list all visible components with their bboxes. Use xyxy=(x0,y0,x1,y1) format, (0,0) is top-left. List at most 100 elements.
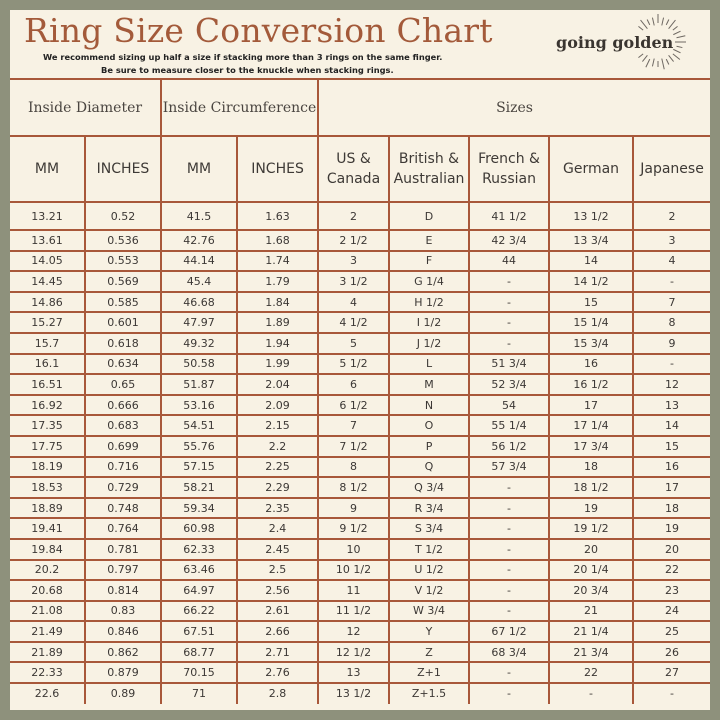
column-header: MM xyxy=(10,135,86,203)
table-cell: 16.51 xyxy=(10,373,86,396)
table-row: 18.19 0.716 57.15 2.25 8 Q 57 3/4 18 16 xyxy=(10,455,711,479)
table-row: 22.6 0.89 71 2.8 13 1/2 Z+1.5- - - xyxy=(10,682,711,704)
table-cell: 12 1/2 xyxy=(317,640,391,664)
table-cell: 0.846 xyxy=(84,620,162,643)
table-cell: 17 1/4 xyxy=(548,414,635,437)
column-header-label: US & xyxy=(336,151,371,167)
table-cell: 17.35 xyxy=(10,414,86,437)
group-header: Inside Diameter xyxy=(10,78,162,137)
table-row: 21.49 0.846 67.51 2.66 12 Y 67 1/2 21 1/4 25 xyxy=(10,620,711,643)
table-cell: 55 1/4 xyxy=(468,414,551,437)
table-cell: 7 xyxy=(632,290,711,314)
table-cell: 2.4 xyxy=(235,517,320,540)
table-cell: 0.666 xyxy=(84,393,162,417)
table-cell: 21 xyxy=(548,599,635,623)
table-cell: 15.27 xyxy=(10,311,86,334)
table-cell: 12 xyxy=(632,373,711,396)
table-cell: 20 xyxy=(548,537,635,561)
table-cell: 41 1/2 xyxy=(468,201,551,231)
column-header-label: MM xyxy=(186,161,212,177)
table-cell: 41.5 xyxy=(160,201,238,231)
table-cell: 24 xyxy=(632,599,711,623)
table-cell: - xyxy=(468,517,551,540)
table-cell: 16.92 xyxy=(10,393,86,417)
table-cell: 20 1/4 xyxy=(548,558,635,582)
table-row: 21.89 0.862 68.77 2.71 12 1/2 Z 68 3/4 21 3/4 26 xyxy=(10,640,711,664)
table-cell: 16 xyxy=(632,455,711,479)
table-cell: 19.41 xyxy=(10,517,86,540)
brand-logo-text: going golden xyxy=(556,33,674,52)
table-cell: 19 xyxy=(632,517,711,540)
column-header: German xyxy=(548,135,635,203)
table-cell: 18 1/2 xyxy=(548,476,635,499)
table-cell: 45.4 xyxy=(160,270,238,293)
table-cell: 0.716 xyxy=(84,455,162,479)
table-row: 16.1 0.634 50.58 1.99 5 1/2 L 51 3/4 16- xyxy=(10,352,711,376)
table-cell: 2.45 xyxy=(235,537,320,561)
table-cell: - xyxy=(468,311,551,334)
group-header: Inside Circumference xyxy=(159,78,320,137)
table-cell: 54.51 xyxy=(160,414,238,437)
table-row: 14.05 0.553 44.14 1.74 3 F 44 14 4 xyxy=(10,249,711,273)
table-cell: 2.04 xyxy=(235,373,320,396)
table-cell: 2.71 xyxy=(235,640,320,664)
table-cell: 57.15 xyxy=(160,455,238,479)
table-cell: J 1/2 xyxy=(388,331,471,355)
table-cell: 21.89 xyxy=(10,640,86,664)
table-cell: 12 xyxy=(317,620,391,643)
table-cell: 67.51 xyxy=(160,620,238,643)
table-cell: 47.97 xyxy=(160,311,238,334)
ring-size-table: Inside Diameter Inside Circumference Sizes… xyxy=(10,78,711,704)
table-cell: 55.76 xyxy=(160,434,238,458)
table-row: 20.68 0.814 64.97 2.56 11 V 1/2-20 3/4 23 xyxy=(10,579,711,602)
table-cell: - xyxy=(468,599,551,623)
table-cell: 9 xyxy=(632,331,711,355)
table-cell: 44 xyxy=(468,249,551,273)
table-cell: 2.56 xyxy=(235,579,320,602)
table-cell: 56 1/2 xyxy=(468,434,551,458)
column-header-label: Japanese xyxy=(640,161,704,177)
table-cell: 49.32 xyxy=(160,331,238,355)
table-cell: 3 1/2 xyxy=(317,270,391,293)
group-header: Sizes xyxy=(317,78,711,137)
table-cell: 6 xyxy=(317,373,391,396)
table-cell: 18.19 xyxy=(10,455,86,479)
table-cell: 3 xyxy=(317,249,391,273)
table-cell: 1.94 xyxy=(235,331,320,355)
table-cell: 54 xyxy=(468,393,551,417)
table-cell: 2.29 xyxy=(235,476,320,499)
table-cell: 2.5 xyxy=(235,558,320,582)
table-cell: - xyxy=(468,496,551,520)
table-cell: 67 1/2 xyxy=(468,620,551,643)
table-cell: Q 3/4 xyxy=(388,476,471,499)
table-cell: 0.536 xyxy=(84,229,162,252)
table-cell: 23 xyxy=(632,579,711,602)
table-cell: 4 1/2 xyxy=(317,311,391,334)
table-cell: - xyxy=(632,352,711,376)
table-cell: 20 3/4 xyxy=(548,579,635,602)
table-row: 16.92 0.666 53.16 2.09 6 1/2 N 54 17 13 xyxy=(10,393,711,417)
table-cell: 0.65 xyxy=(84,373,162,396)
table-cell: 13.21 xyxy=(10,201,86,231)
table-cell: - xyxy=(468,290,551,314)
table-cell: 10 1/2 xyxy=(317,558,391,582)
table-cell: 6 1/2 xyxy=(317,393,391,417)
table-row: 20.2 0.797 63.46 2.5 10 1/2 U 1/2-20 1/4 22 xyxy=(10,558,711,582)
table-cell: 59.34 xyxy=(160,496,238,520)
table-cell: 20.2 xyxy=(10,558,86,582)
table-row: 13.61 0.536 42.76 1.68 2 1/2 E 42 3/4 13 3/4 3 xyxy=(10,229,711,252)
table-cell: 51.87 xyxy=(160,373,238,396)
table-cell: T 1/2 xyxy=(388,537,471,561)
table-cell: 13 xyxy=(317,661,391,685)
table-cell: - xyxy=(632,682,711,704)
column-header-label: INCHES xyxy=(96,161,150,177)
table-row: 13.21 0.52 41.5 1.63 2 D 41 1/2 13 1/2 2 xyxy=(10,201,711,231)
table-cell: 18.89 xyxy=(10,496,86,520)
table-cell: 14 xyxy=(548,249,635,273)
table-cell: 2.35 xyxy=(235,496,320,520)
table-cell: 0.764 xyxy=(84,517,162,540)
table-row: 22.33 0.879 70.15 2.76 13 Z+1-22 27 xyxy=(10,661,711,685)
table-cell: 60.98 xyxy=(160,517,238,540)
column-header-label: German xyxy=(562,161,620,177)
table-cell: 0.83 xyxy=(84,599,162,623)
